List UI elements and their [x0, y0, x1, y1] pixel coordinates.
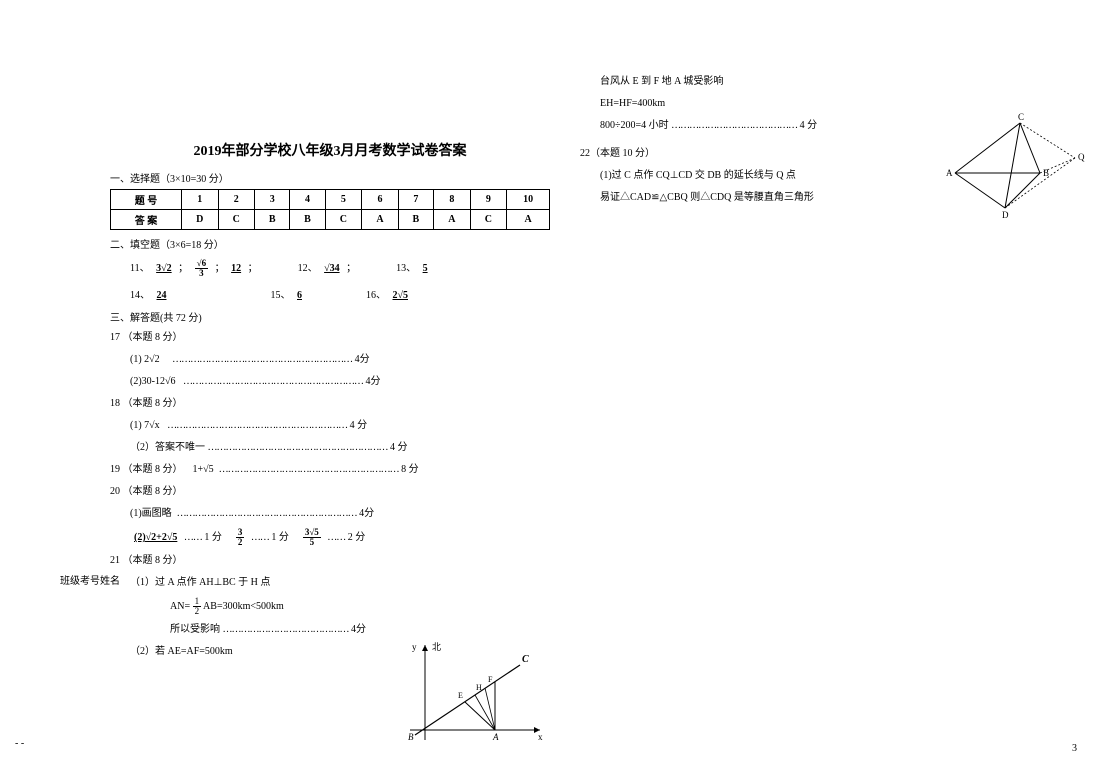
label-examno: 考号	[80, 573, 100, 588]
q14: 14、 24	[130, 286, 171, 301]
q12: 12、 √34 ；	[298, 259, 357, 278]
q20-header: 20 （本题 8 分）	[110, 484, 550, 500]
table-row: 题 号 12345678910	[111, 190, 550, 210]
page-title: 2019年部分学校八年级3月月考数学试卷答案	[110, 140, 550, 160]
section3-heading: 三、解答题(共 72 分)	[110, 309, 550, 324]
q13: 13、 5	[396, 259, 432, 278]
q18-p2: （2）答案不唯一 …………………………………………………… 4 分	[130, 440, 550, 456]
point-D: D	[1002, 210, 1009, 220]
footer-dash: - -	[15, 738, 24, 749]
point-H: H	[476, 683, 482, 692]
q17-header: 17 （本题 8 分）	[110, 330, 550, 346]
table-row: 答 案 DCBBCABACA	[111, 210, 550, 230]
q21-l1: （1）过 A 点作 AH⊥BC 于 H 点	[130, 575, 550, 591]
page-number: 3	[1072, 743, 1077, 754]
q11: 11、 3√2 ； √63 ； 12 ；	[130, 259, 258, 278]
axis-y-label: y	[412, 642, 417, 652]
q16: 16、 2√5	[366, 286, 412, 301]
fill-row-1: 11、 3√2 ； √63 ； 12 ； 12、 √34 ； 13、 5	[130, 259, 550, 278]
fill-row-2: 14、 24 15、 6 16、 2√5	[130, 286, 550, 301]
q21-l2: AN= 12 AB=300km<500km	[170, 597, 550, 616]
point-Q: Q	[1078, 152, 1085, 162]
section2-heading: 二、填空题（3×6=18 分）	[110, 236, 550, 251]
q20-p1: (1)画图略 …………………………………………………… 4分	[130, 506, 550, 522]
north-label: 北	[432, 642, 441, 652]
r-l3: 800÷200=4 小时 …………………………………… 4 分	[600, 118, 980, 134]
section1-heading: 一、选择题（3×10=30 分）	[110, 170, 550, 185]
q18-header: 18 （本题 8 分）	[110, 396, 550, 412]
point-C: C	[1018, 112, 1024, 122]
row-header: 题 号	[111, 190, 182, 210]
q22-header: 22（本题 10 分）	[580, 146, 980, 162]
point-B: B	[1043, 168, 1049, 178]
q17-p1: (1) 2√2 …………………………………………………… 4分	[130, 352, 550, 368]
q19: 19 （本题 8 分） 1+√5 …………………………………………………… 8 …	[110, 462, 550, 478]
axis-x-label: x	[538, 732, 543, 742]
r-l2: EH=HF=400km	[600, 96, 980, 112]
q22-l2: 易证△CAD≌△CBQ 则△CDQ 是等腰直角三角形	[600, 190, 980, 206]
q18-p1: (1) 7√x …………………………………………………… 4 分	[130, 418, 550, 434]
q15: 15、 6	[271, 286, 307, 301]
r-l1: 台风从 E 到 F 地 A 城受影响	[600, 74, 980, 90]
point-A: A	[946, 168, 953, 178]
point-E: E	[458, 691, 463, 700]
point-F: F	[488, 675, 493, 684]
q17-p2: (2)30-12√6 …………………………………………………… 4分	[130, 374, 550, 390]
row-header: 答 案	[111, 210, 182, 230]
mc-answer-table: 题 号 12345678910 答 案 DCBBCABACA	[110, 189, 550, 230]
point-B: B	[408, 732, 414, 742]
q22-geometry-graph: C A B D Q	[940, 118, 1090, 218]
q21-header: 21 （本题 8 分）	[110, 553, 550, 569]
q22-l1: (1)过 C 点作 CQ⊥CD 交 DB 的延长线与 Q 点	[600, 168, 980, 184]
right-column: 台风从 E 到 F 地 A 城受影响 EH=HF=400km 800÷200=4…	[580, 68, 980, 212]
label-class: 班级	[60, 573, 80, 588]
point-A: A	[492, 732, 499, 742]
left-column: 2019年部分学校八年级3月月考数学试卷答案 一、选择题（3×10=30 分） …	[110, 140, 550, 666]
q21-l3: 所以受影响 …………………………………… 4分	[170, 622, 550, 638]
point-C: C	[522, 654, 529, 665]
q21-coordinate-graph: y 北 x B A C E H F	[400, 640, 550, 750]
q20-p2: (2)√2+2√5 …… 1 分 32 …… 1 分 3√55 …… 2 分	[130, 528, 550, 547]
